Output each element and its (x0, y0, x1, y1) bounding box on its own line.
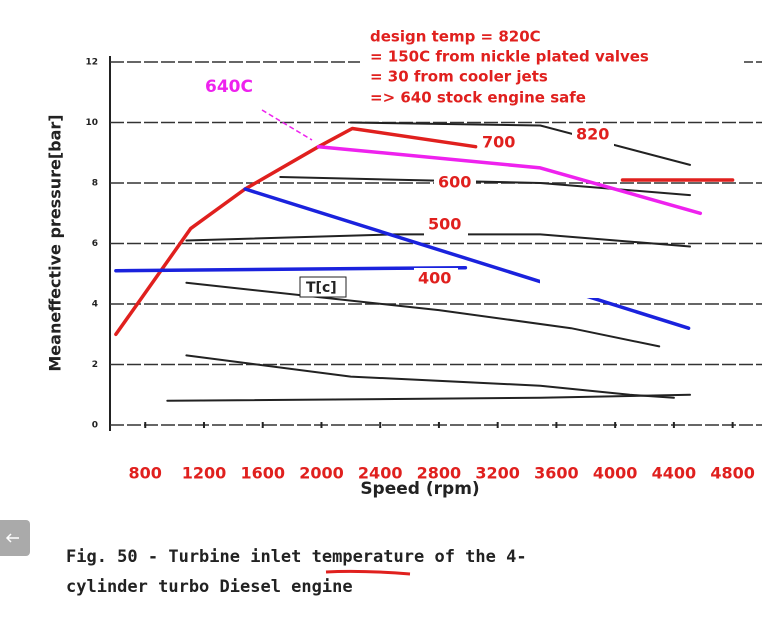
x-tick-label: 4000 (593, 464, 638, 483)
y-tick-label: 10 (85, 118, 98, 128)
x-tick-label: 2800 (417, 464, 462, 483)
annotation-box (360, 26, 744, 118)
series-line (166, 393, 691, 402)
cover-box (540, 255, 752, 298)
label-bg (299, 276, 347, 298)
series-line (243, 187, 691, 330)
annotation-pointer (261, 109, 313, 141)
y-tick-label: 8 (92, 179, 98, 189)
annotation: 600 (438, 173, 471, 192)
annotation: 820 (576, 125, 609, 144)
annotation: = 150C from nickle plated valves (370, 48, 649, 66)
series-line (279, 176, 691, 197)
y-tick-label: 2 (92, 360, 98, 370)
label-bg (434, 172, 476, 194)
x-tick-label: 1200 (182, 464, 227, 483)
annotation: 400 (418, 269, 451, 288)
caption-underline (325, 569, 411, 576)
label-bg (478, 132, 520, 154)
x-tick-label: 1600 (240, 464, 285, 483)
x-tick-label: 4400 (652, 464, 697, 483)
series-line (114, 265, 468, 273)
x-tick-label: 800 (129, 464, 162, 483)
x-tick-label: 2000 (299, 464, 344, 483)
annotation: = 30 from cooler jets (370, 68, 548, 86)
annotation: T[c] (306, 280, 337, 296)
series-line (316, 144, 703, 216)
back-button[interactable] (0, 520, 30, 556)
label-bg (572, 124, 614, 146)
back-arrow[interactable] (5, 533, 19, 543)
x-tick-label: 3600 (534, 464, 579, 483)
x-tick-label: 3200 (475, 464, 520, 483)
x-tick-label: 4800 (710, 464, 755, 483)
caption: cylinder turbo Diesel engine (66, 577, 353, 597)
y-tick-label: 0 (92, 421, 98, 431)
annotation: design temp = 820C (370, 28, 541, 46)
series-line (114, 126, 478, 337)
x-tick-label: 2400 (358, 464, 403, 483)
annotation: 500 (428, 215, 461, 234)
annotation: 640C (205, 77, 253, 97)
x-axis-label: Speed (rpm) (360, 479, 479, 499)
y-tick-label: 6 (92, 239, 98, 249)
y-tick-label: 12 (85, 58, 98, 68)
annotation: 700 (482, 133, 515, 152)
label-bg (414, 268, 458, 290)
annotation: => 640 stock engine safe (370, 89, 586, 107)
y-tick-label: 4 (92, 300, 98, 310)
plot-area: 0 2 4 6 8 10 12 800 1200 1600 2000 2400 2800 3200 3600… (85, 56, 762, 483)
series-line (349, 121, 691, 166)
label-bg (424, 214, 468, 236)
caption: Fig. 50 - Turbine inlet temperature of t… (66, 547, 527, 567)
y-axis-label: Meaneffective pressure[bar] (46, 114, 65, 371)
